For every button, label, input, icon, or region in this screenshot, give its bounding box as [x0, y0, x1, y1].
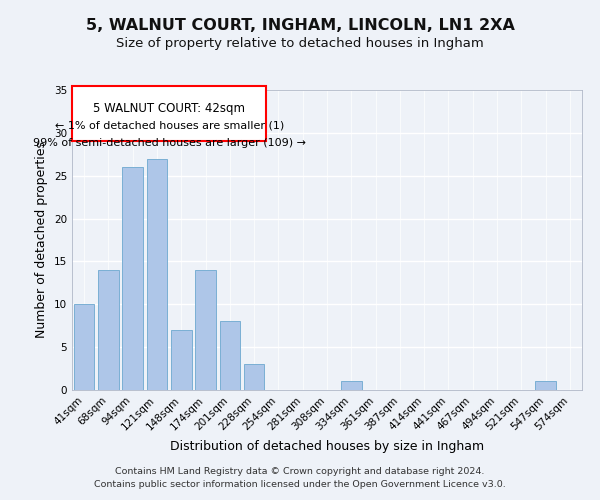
- Text: 99% of semi-detached houses are larger (109) →: 99% of semi-detached houses are larger (…: [32, 138, 305, 148]
- Y-axis label: Number of detached properties: Number of detached properties: [35, 142, 49, 338]
- Bar: [244, 364, 265, 390]
- X-axis label: Distribution of detached houses by size in Ingham: Distribution of detached houses by size …: [170, 440, 484, 453]
- Bar: [535, 382, 556, 390]
- Text: Size of property relative to detached houses in Ingham: Size of property relative to detached ho…: [116, 38, 484, 51]
- Bar: [341, 382, 362, 390]
- Text: Contains public sector information licensed under the Open Government Licence v3: Contains public sector information licen…: [94, 480, 506, 489]
- Text: ← 1% of detached houses are smaller (1): ← 1% of detached houses are smaller (1): [55, 120, 284, 130]
- Text: Contains HM Land Registry data © Crown copyright and database right 2024.: Contains HM Land Registry data © Crown c…: [115, 467, 485, 476]
- Bar: [122, 167, 143, 390]
- Bar: [74, 304, 94, 390]
- Text: 5 WALNUT COURT: 42sqm: 5 WALNUT COURT: 42sqm: [93, 102, 245, 115]
- Bar: [98, 270, 119, 390]
- Bar: [171, 330, 191, 390]
- Bar: [220, 322, 240, 390]
- FancyBboxPatch shape: [72, 86, 266, 141]
- Bar: [195, 270, 216, 390]
- Bar: [146, 158, 167, 390]
- Text: 5, WALNUT COURT, INGHAM, LINCOLN, LN1 2XA: 5, WALNUT COURT, INGHAM, LINCOLN, LN1 2X…: [86, 18, 514, 32]
